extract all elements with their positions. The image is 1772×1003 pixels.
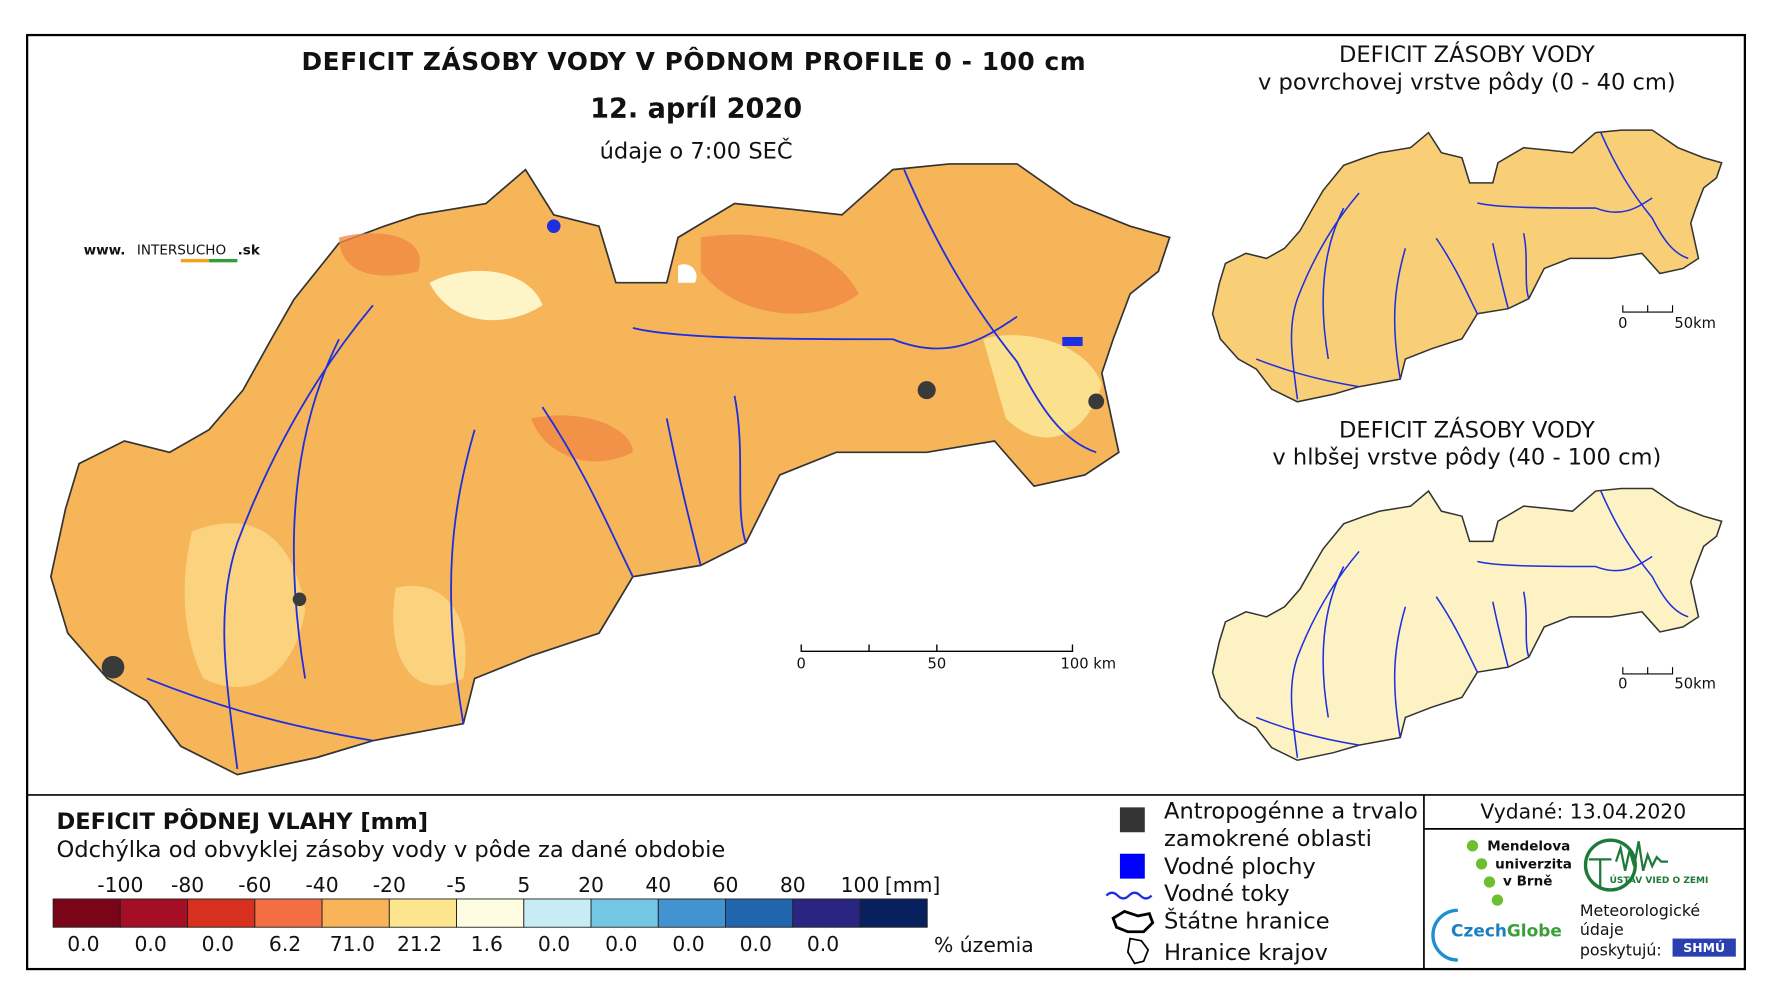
logo-text: Globe	[1507, 920, 1562, 940]
legend-share: 6.2	[269, 932, 301, 956]
website-sucho: SUCHO	[177, 242, 226, 258]
legend-share-label: % územia	[934, 933, 1034, 957]
website-prefix: www.	[84, 242, 126, 258]
legend-break: -100	[97, 873, 143, 897]
legend-break: 20	[578, 873, 604, 897]
legend-break: -80	[171, 873, 204, 897]
legend-share: 0.0	[202, 932, 234, 956]
scale-bar	[800, 644, 1074, 653]
logo-text: poskytujú:	[1580, 941, 1662, 960]
logo-text: Meteorologické	[1580, 901, 1700, 920]
legend-swatch	[456, 898, 525, 928]
layer-label: Štátne hranice	[1164, 906, 1330, 934]
legend-share: 0.0	[67, 932, 99, 956]
map-date: 12. apríl 2020	[590, 94, 802, 125]
legend-swatch	[388, 898, 458, 928]
issued: Vydané: 13.04.2020	[1480, 800, 1686, 824]
legend-break: -60	[238, 873, 271, 897]
layer-label: Antropogénne a trvalo	[1164, 799, 1418, 825]
layer-label: Hranice krajov	[1164, 940, 1328, 966]
legend-break: -40	[305, 873, 338, 897]
legend-swatch	[254, 898, 323, 928]
website-suffix: .sk	[238, 242, 261, 258]
mendel-logo: Mendelova univerzita v Brně	[1466, 838, 1572, 906]
time-note: údaje o 7:00 SEČ	[600, 136, 793, 164]
legend-title: DEFICIT PÔDNEJ VLAHY [mm]	[57, 807, 429, 835]
anthropogenic-icon	[1119, 807, 1145, 833]
inset-title: DEFICIT ZÁSOBY VODY	[1339, 416, 1595, 444]
legend-swatch	[52, 898, 121, 928]
scale-label: 0	[797, 655, 806, 672]
legend-scale: -100 -80 -60 -40 -20 -5 5 20 40 60 80 100 [mm] 0.0 0.0…	[52, 873, 1034, 957]
layer-label: Vodné toky	[1164, 881, 1290, 907]
legend-swatch	[657, 898, 726, 928]
state-border-icon	[1111, 909, 1155, 934]
legend-unit: [mm]	[885, 873, 940, 897]
legend-swatch	[590, 898, 659, 928]
main-map	[50, 163, 1171, 776]
scale-label: 50km	[1674, 676, 1716, 693]
legend-share: 0.0	[134, 932, 166, 956]
legend-share: 1.6	[471, 932, 503, 956]
legend-swatch	[187, 898, 256, 928]
legend-share: 0.0	[605, 932, 637, 956]
scale-label: 50	[928, 655, 947, 672]
scale-bar	[1622, 667, 1674, 675]
scale-bar	[1622, 305, 1674, 313]
inset-subtitle: v povrchovej vrstve pôdy (0 - 40 cm)	[1258, 69, 1676, 95]
legend-share: 71.0	[330, 932, 375, 956]
website-underline	[209, 258, 238, 263]
layer-label: zamokrené oblasti	[1164, 826, 1372, 852]
legend-break: 80	[780, 873, 806, 897]
website-underline	[180, 258, 210, 263]
legend-swatch	[321, 898, 390, 928]
legend-share: 0.0	[672, 932, 704, 956]
logo-text: v Brně	[1503, 873, 1552, 889]
scale-label: 100 km	[1061, 655, 1116, 672]
legend-break: -5	[446, 873, 466, 897]
legend-break: 40	[645, 873, 671, 897]
legend-break: 5	[517, 873, 530, 897]
legend-share: 0.0	[807, 932, 839, 956]
logo-text: Mendelova	[1487, 838, 1570, 854]
legend-break: 100	[841, 873, 880, 897]
scale-label: 50km	[1674, 315, 1716, 332]
legend-share: 21.2	[397, 932, 442, 956]
logo-text: SHMÚ	[1683, 940, 1725, 955]
map-title: DEFICIT ZÁSOBY VODY V PÔDNOM PROFILE 0 -…	[301, 46, 1086, 76]
legend-swatch	[792, 898, 861, 928]
legend-swatch	[119, 898, 189, 928]
water-icon	[1119, 853, 1145, 879]
scale-label: 0	[1618, 676, 1627, 693]
uvz-logo: ÚSTAV VIED O ZEMI	[1583, 838, 1709, 892]
legend-swatch	[725, 898, 794, 928]
logo-text: Czech	[1451, 920, 1507, 940]
inset-title: DEFICIT ZÁSOBY VODY	[1339, 40, 1595, 68]
website-inter: INTER	[137, 242, 178, 258]
czechglobe-logo: CzechGlobe	[1431, 908, 1562, 962]
legend-share: 0.0	[538, 932, 570, 956]
river-icon	[1105, 891, 1153, 900]
logo-text: CzechGlobe	[1451, 920, 1562, 940]
shmu-logo: SHMÚ	[1672, 938, 1736, 957]
inset-subtitle: v hlbšej vrstve pôdy (40 - 100 cm)	[1272, 445, 1661, 471]
layer-label: Vodné plochy	[1164, 854, 1316, 880]
legend-swatch	[859, 898, 928, 928]
legend-swatch	[523, 898, 592, 928]
scale-label: 0	[1618, 315, 1627, 332]
logo-text: univerzita	[1495, 856, 1572, 872]
legend-subtitle: Odchýlka od obvyklej zásoby vody v pôde …	[57, 837, 726, 863]
legend-break: 60	[713, 873, 739, 897]
logo-text: údaje	[1580, 920, 1624, 939]
legend-break: -20	[373, 873, 406, 897]
region-border-icon	[1126, 937, 1150, 965]
logo-text: ÚSTAV VIED O ZEMI	[1610, 874, 1709, 886]
website: www. INTERSUCHO .sk	[84, 242, 261, 258]
legend-share: 0.0	[740, 932, 772, 956]
